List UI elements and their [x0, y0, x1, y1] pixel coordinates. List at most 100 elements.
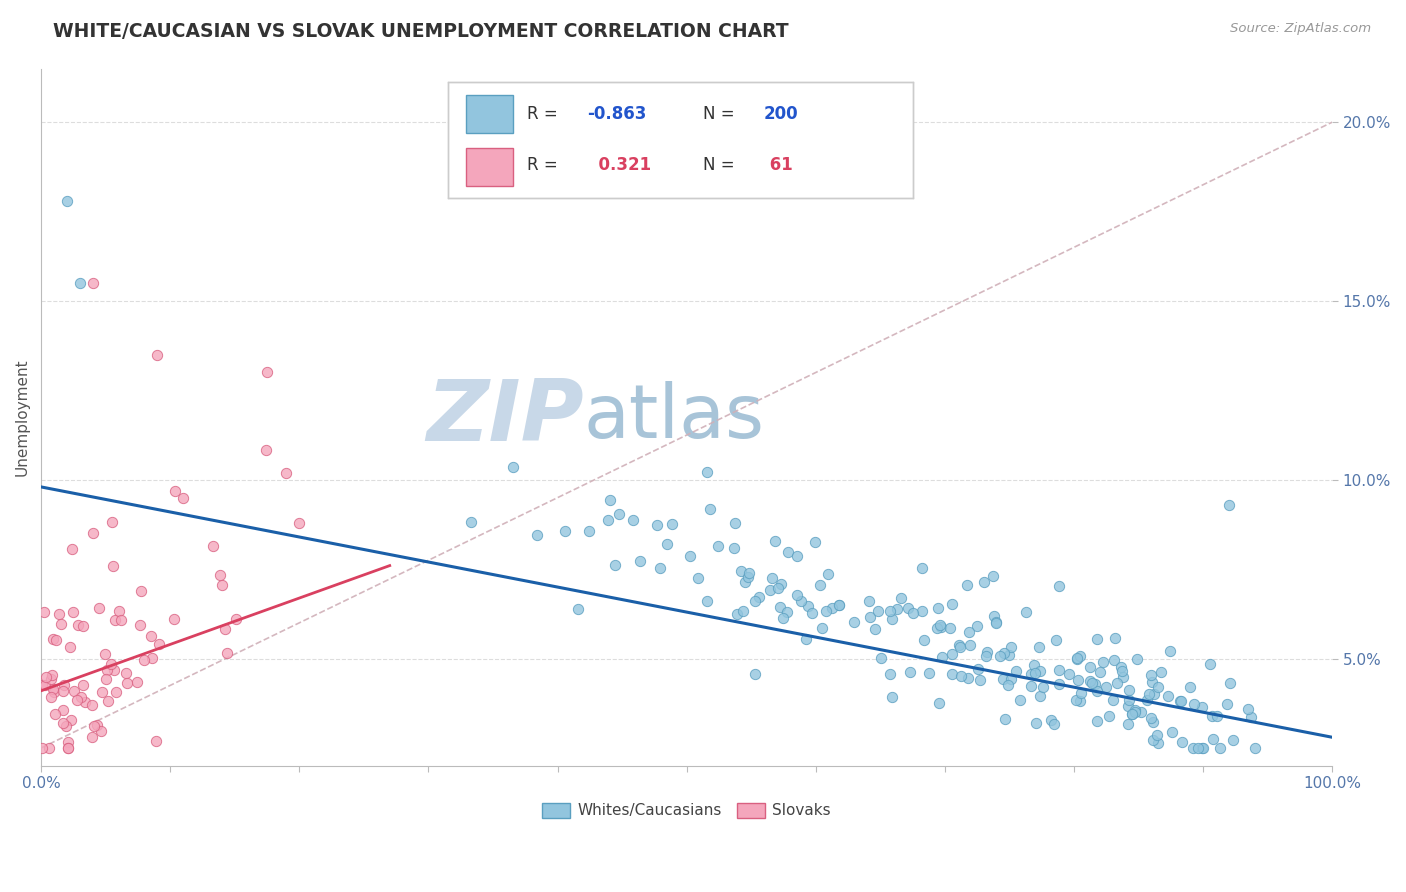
Point [679, 549, 702, 563]
Point [1111, 664, 1133, 678]
Point [707, 539, 730, 553]
Point [39, 690, 62, 705]
Point [730, 564, 752, 578]
Point [110, 613, 132, 627]
Point [1069, 693, 1091, 707]
Point [1004, 664, 1026, 678]
Point [69, 276, 91, 290]
Point [858, 594, 880, 608]
Point [276, 466, 298, 480]
Point [948, 638, 970, 652]
Point [502, 459, 524, 474]
Point [918, 665, 941, 680]
Point [738, 566, 761, 581]
Point [578, 524, 600, 538]
Point [1047, 579, 1070, 593]
Point [941, 597, 963, 611]
Point [1168, 694, 1191, 708]
Point [1142, 732, 1164, 747]
Point [981, 569, 1004, 583]
Point [70, 690, 93, 704]
Point [1157, 689, 1180, 703]
Point [104, 613, 127, 627]
Point [911, 561, 934, 575]
Point [82, 730, 104, 744]
Point [1064, 692, 1087, 706]
Point [1130, 705, 1153, 719]
Point [1024, 658, 1046, 673]
Point [1084, 677, 1107, 691]
Point [949, 640, 972, 654]
Point [60, 541, 83, 556]
Point [912, 632, 935, 647]
Point [1095, 680, 1118, 694]
Point [115, 676, 138, 690]
Point [1199, 657, 1222, 671]
Point [165, 483, 187, 498]
Point [44, 685, 66, 699]
Point [1182, 741, 1205, 756]
Point [769, 600, 792, 615]
Point [759, 583, 782, 598]
Point [1045, 633, 1067, 648]
Point [41, 667, 63, 681]
Point [997, 678, 1019, 692]
Point [879, 604, 901, 618]
Point [48, 607, 70, 622]
Point [256, 366, 278, 380]
Point [1150, 665, 1173, 679]
Point [139, 628, 162, 642]
Point [1092, 656, 1115, 670]
Point [63, 683, 86, 698]
Point [731, 604, 754, 618]
Point [797, 599, 820, 613]
Point [1178, 680, 1201, 694]
Point [1019, 679, 1042, 693]
Point [66, 618, 89, 632]
Point [131, 584, 153, 599]
Point [1028, 640, 1050, 654]
Point [1208, 741, 1230, 756]
Point [1201, 708, 1223, 723]
Point [1202, 732, 1225, 747]
Point [744, 594, 766, 608]
Point [1123, 705, 1146, 719]
Point [897, 601, 920, 615]
Point [1116, 698, 1139, 713]
Point [56, 194, 79, 208]
Point [744, 667, 766, 681]
Point [1206, 709, 1229, 723]
Point [1147, 681, 1170, 695]
Point [621, 513, 644, 527]
Point [56, 734, 79, 748]
Point [104, 684, 127, 698]
Point [72, 678, 94, 692]
Point [628, 554, 651, 568]
Point [929, 620, 952, 634]
Point [1111, 660, 1133, 674]
Point [148, 637, 170, 651]
Point [53, 678, 76, 692]
Point [925, 621, 948, 635]
Point [969, 673, 991, 687]
Point [82, 526, 104, 541]
Point [1102, 693, 1125, 707]
Point [208, 568, 231, 582]
Point [967, 662, 990, 676]
Point [1218, 498, 1240, 512]
Point [1029, 689, 1052, 703]
Point [1000, 672, 1022, 686]
Point [599, 492, 621, 507]
Point [1107, 676, 1129, 690]
Point [103, 663, 125, 677]
Point [1070, 686, 1092, 700]
Point [73, 696, 96, 710]
Point [810, 621, 832, 635]
Point [94, 647, 117, 661]
Point [766, 581, 789, 595]
Text: Source: ZipAtlas.com: Source: ZipAtlas.com [1230, 22, 1371, 36]
Point [1066, 651, 1088, 665]
Point [890, 591, 912, 605]
Text: atlas: atlas [583, 381, 765, 454]
Point [866, 604, 889, 618]
